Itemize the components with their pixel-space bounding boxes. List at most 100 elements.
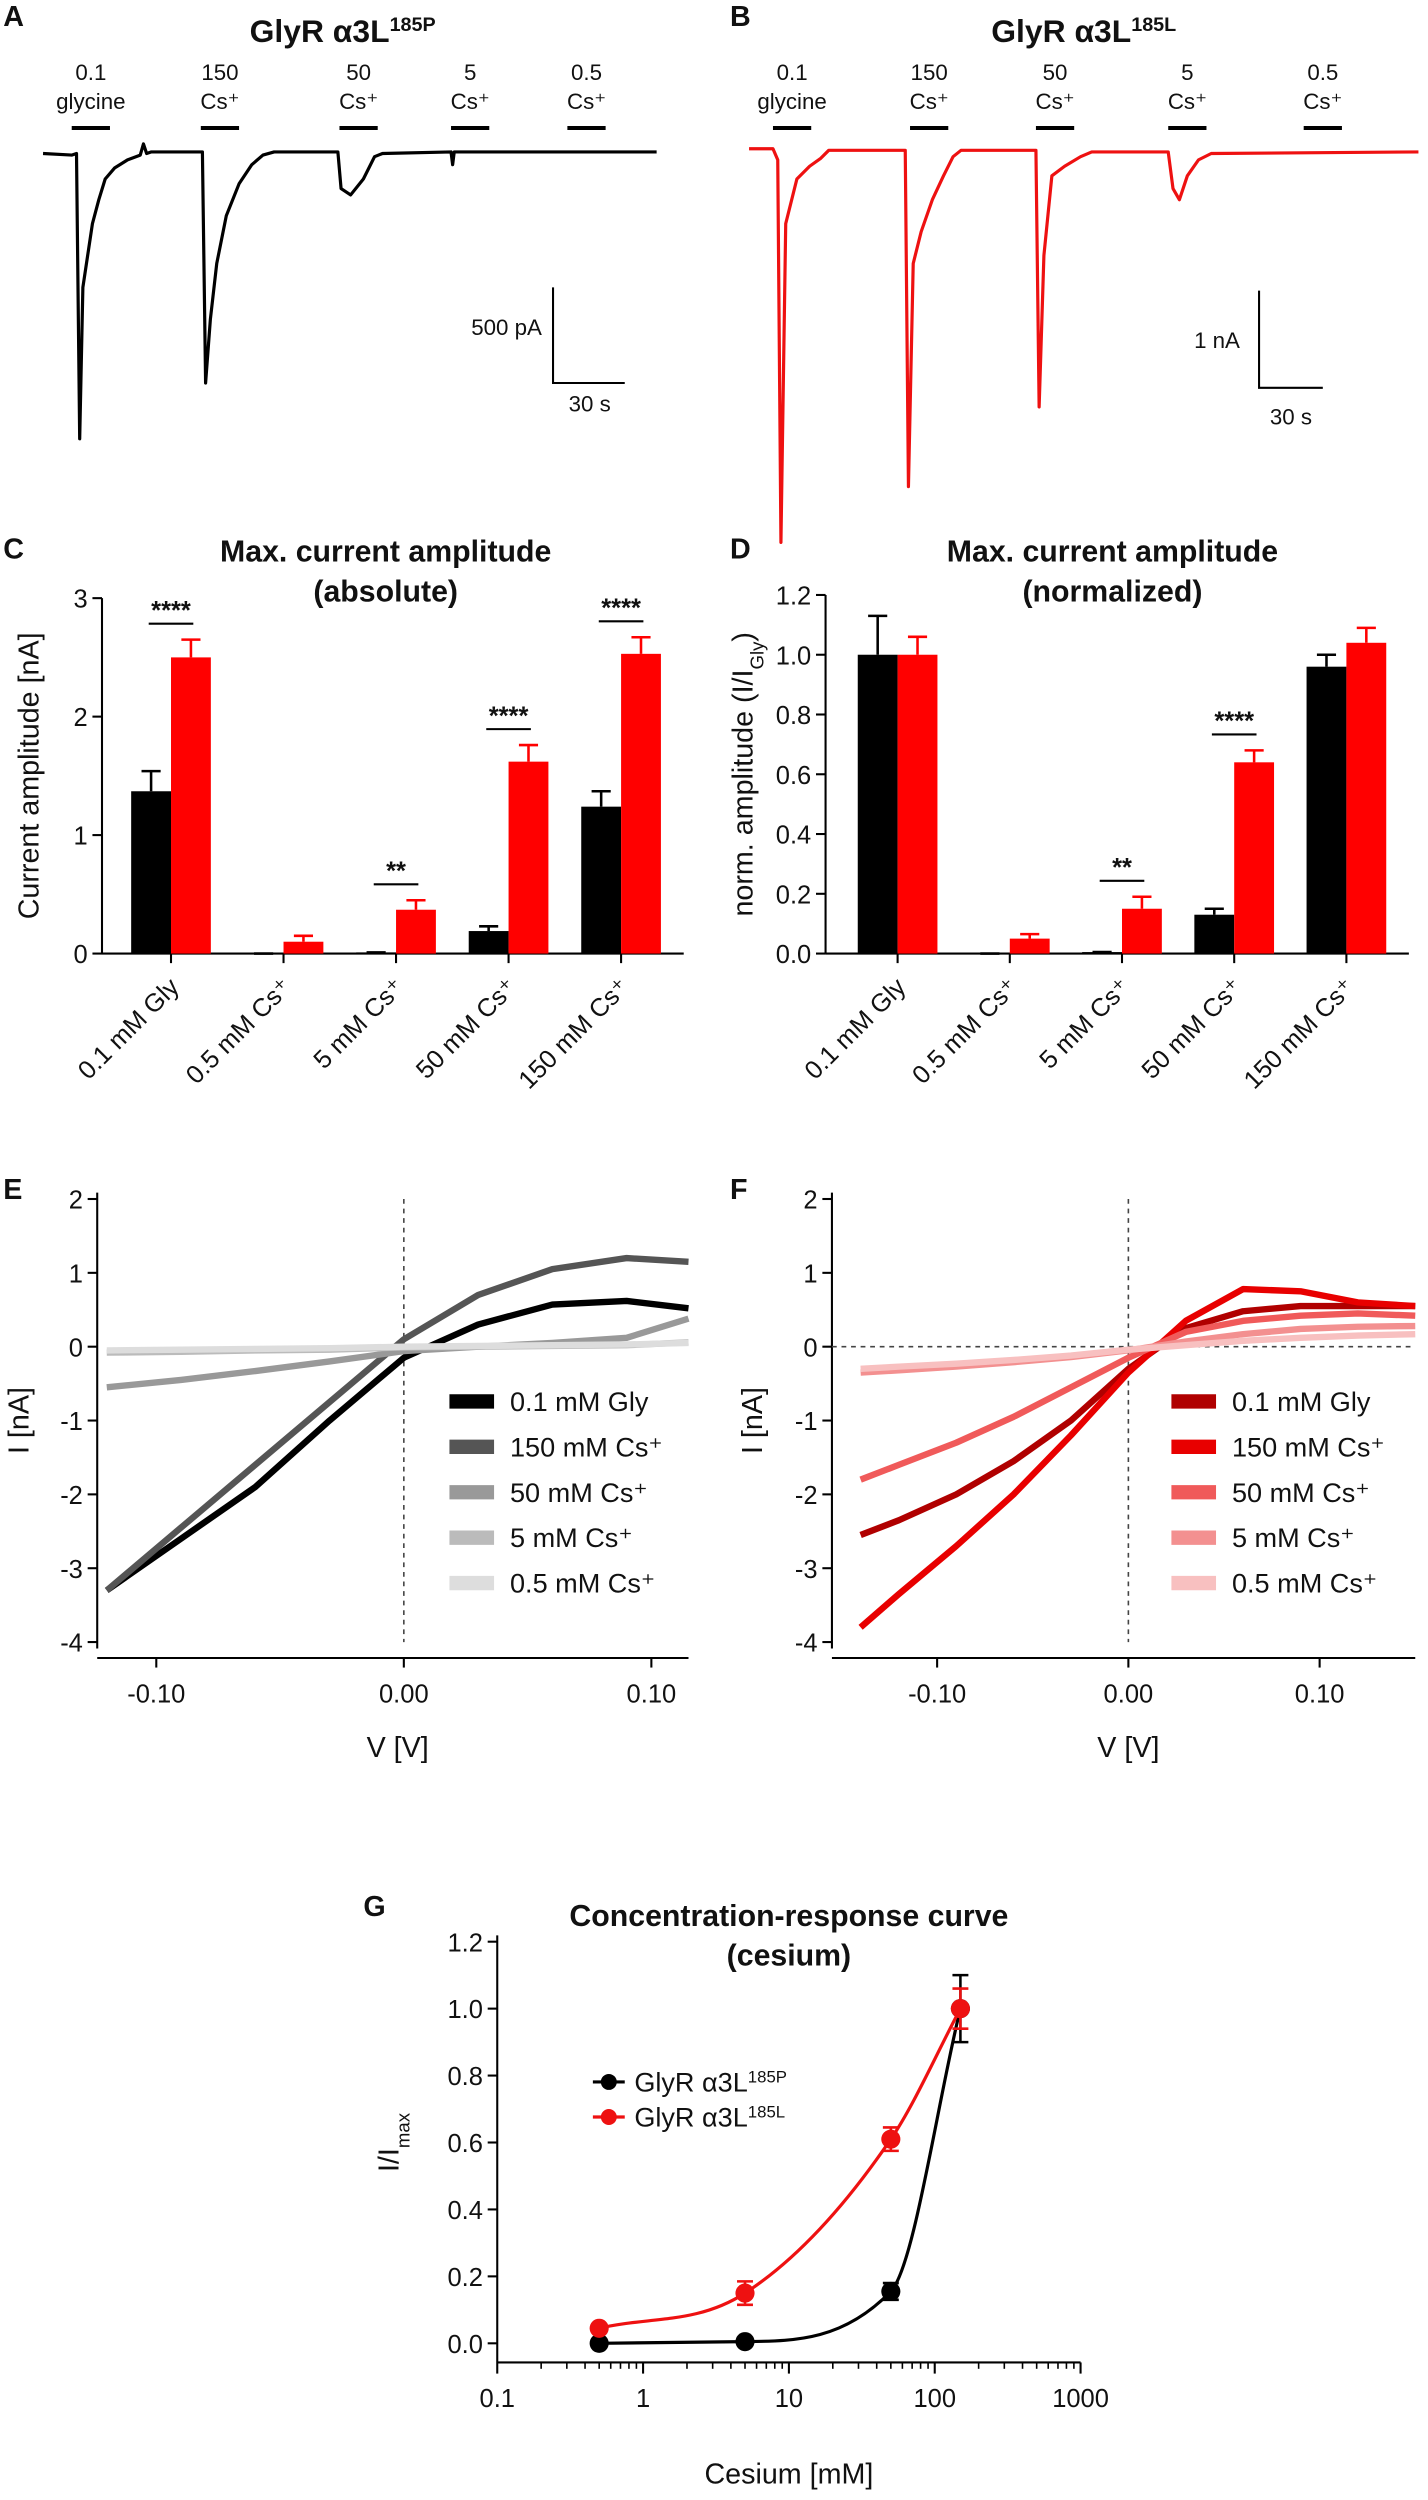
chart-title: GlyR α3L185P (250, 13, 436, 49)
y-axis-label-part: Current amplitude [nA] (13, 632, 45, 919)
chart-title: (absolute) (313, 575, 458, 608)
y-tick-label: 0.4 (776, 822, 811, 850)
stimulus-label: 150 (911, 60, 948, 85)
stimulus-label: 0.1 (75, 60, 106, 85)
bar (283, 941, 324, 954)
x-tick-label: 0.5 mM Cs⁺ (181, 973, 297, 1089)
y-axis-label: norm. amplitude (I/IGly) (727, 632, 767, 917)
y-tick-label: 0.0 (447, 2331, 482, 2359)
bar (508, 761, 549, 954)
panel-label: A (3, 1, 24, 33)
y-axis-label-part: max (392, 2112, 413, 2148)
y-tick-label: 2 (803, 1187, 817, 1215)
bar (468, 931, 509, 954)
y-axis-label-part: I/I (373, 2148, 405, 2172)
chart-title: Max. current amplitude (947, 536, 1278, 569)
stimulus-label: 0.1 (777, 60, 808, 85)
y-axis-label-part: norm. amplitude (I/I (727, 670, 759, 917)
significance-label: **** (151, 597, 191, 625)
x-tick-label: 0.1 (480, 2385, 515, 2413)
error-bar (868, 614, 888, 655)
y-tick-label: -4 (60, 1630, 83, 1658)
iv-curve (104, 1254, 689, 1593)
legend-label: 50 mM Cs⁺ (510, 1477, 648, 1508)
y-tick-label: 2 (73, 704, 87, 732)
y-axis-label: I/Imax (373, 2112, 413, 2172)
data-point (589, 2318, 609, 2338)
chart-title-part: 185L (1131, 14, 1176, 36)
stimulus-label: Cs⁺ (200, 89, 239, 114)
stimulus-label: glycine (56, 89, 125, 114)
panel-label: F (730, 1174, 748, 1206)
legend-label: 50 mM Cs⁺ (1232, 1477, 1370, 1508)
chart-title: Max. current amplitude (220, 536, 551, 569)
bar (1306, 666, 1347, 954)
legend-label: 0.1 mM Gly (1232, 1386, 1371, 1417)
bar (1234, 762, 1275, 954)
x-tick-label: 150 mM Cs⁺ (1239, 973, 1361, 1095)
x-tick-label: -0.10 (127, 1681, 185, 1709)
iv-curve (859, 1310, 1416, 1483)
y-tick-label: 0.2 (447, 2264, 482, 2292)
y-tick-label: 1 (73, 823, 87, 851)
y-tick-label: 2 (69, 1187, 83, 1215)
error-bar (406, 898, 426, 910)
legend-label-part: GlyR α3L (634, 2102, 747, 2133)
x-tick-label: 5 mM Cs⁺ (308, 973, 409, 1074)
x-tick-label: 0.00 (379, 1681, 429, 1709)
panel-label: D (730, 533, 751, 565)
x-axis-label: V [V] (1097, 1732, 1159, 1764)
bar (131, 791, 172, 954)
chart-title-part: GlyR α3L (250, 13, 390, 49)
x-tick-label: 0.1 mM Gly (73, 973, 185, 1085)
y-tick-label: 0.0 (776, 941, 811, 969)
error-bar (141, 769, 161, 792)
data-point (881, 2129, 901, 2149)
x-tick-label: 5 mM Cs⁺ (1034, 973, 1135, 1074)
significance-label: ** (1112, 854, 1132, 882)
y-tick-label: 0.6 (447, 2130, 482, 2158)
x-tick-label: 0.10 (627, 1681, 677, 1709)
stimulus-label: 50 (1043, 60, 1068, 85)
bar (1009, 938, 1050, 954)
bar (171, 657, 211, 954)
legend-label: 150 mM Cs⁺ (1232, 1431, 1385, 1462)
bar (857, 654, 898, 954)
y-tick-label: 0 (69, 1334, 83, 1362)
legend-label: 0.1 mM Gly (510, 1386, 649, 1417)
stimulus-label: Cs⁺ (1036, 89, 1075, 114)
x-tick-label: 0.5 mM Cs⁺ (907, 973, 1023, 1089)
bar (897, 654, 938, 954)
panel-label: B (730, 1, 751, 33)
chart-title-part: 185P (390, 14, 436, 36)
y-tick-label: -4 (795, 1630, 818, 1658)
y-axis-label: Current amplitude [nA] (13, 632, 45, 919)
scale-label: 30 s (1270, 404, 1312, 429)
scale-bar (551, 287, 625, 385)
stimulus-label: 0.5 (1307, 60, 1338, 85)
data-point (881, 2281, 901, 2301)
data-point (735, 2283, 755, 2303)
data-point (735, 2332, 755, 2352)
x-tick-label: 0.10 (1295, 1681, 1345, 1709)
significance-label: **** (601, 595, 641, 623)
legend-label: 5 mM Cs⁺ (510, 1522, 633, 1553)
y-tick-label: 0 (73, 941, 87, 969)
legend-marker (600, 2109, 617, 2125)
bar (581, 806, 622, 954)
stimulus-label: 150 (201, 60, 238, 85)
stimulus-label: 0.5 (571, 60, 602, 85)
x-tick-label: 150 mM Cs⁺ (513, 973, 635, 1095)
iv-curve (106, 1315, 690, 1391)
y-tick-label: 1.0 (776, 642, 811, 670)
error-bar (1020, 932, 1040, 939)
bar (1346, 642, 1387, 954)
iv-curve (858, 1285, 1416, 1630)
legend-label: 5 mM Cs⁺ (1232, 1522, 1355, 1553)
fit-curve (598, 2007, 962, 2330)
y-tick-label: -2 (60, 1482, 83, 1510)
iv-curve (860, 1330, 1416, 1373)
y-tick-label: 1 (69, 1260, 83, 1288)
